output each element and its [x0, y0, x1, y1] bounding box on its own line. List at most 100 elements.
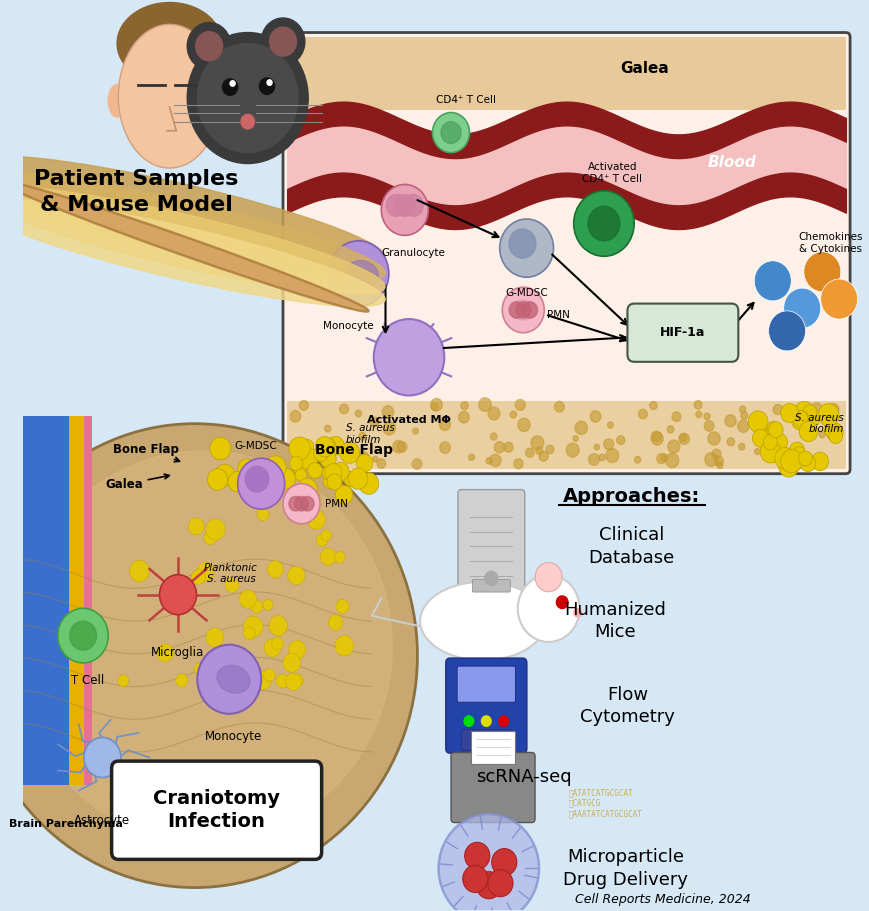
Circle shape [818, 431, 825, 438]
Circle shape [382, 422, 395, 435]
Circle shape [573, 190, 634, 256]
Circle shape [215, 465, 235, 486]
Circle shape [826, 404, 838, 415]
Circle shape [799, 422, 817, 442]
Text: Activated MΦ: Activated MΦ [367, 415, 450, 425]
Circle shape [188, 517, 204, 535]
Circle shape [461, 402, 468, 410]
Circle shape [747, 411, 767, 433]
Text: T Cell: T Cell [70, 674, 103, 687]
Circle shape [262, 599, 273, 610]
Circle shape [824, 424, 837, 437]
Circle shape [255, 671, 271, 690]
Circle shape [667, 425, 673, 433]
Circle shape [770, 433, 786, 451]
Circle shape [275, 674, 289, 688]
Circle shape [299, 487, 320, 510]
Circle shape [289, 496, 302, 511]
Circle shape [307, 510, 325, 529]
Circle shape [191, 569, 205, 585]
Circle shape [767, 311, 805, 351]
Circle shape [237, 458, 284, 509]
Circle shape [285, 673, 301, 691]
Ellipse shape [118, 25, 221, 168]
Circle shape [798, 451, 812, 466]
Circle shape [817, 404, 838, 426]
Circle shape [243, 663, 261, 682]
Ellipse shape [0, 186, 385, 293]
Circle shape [402, 194, 423, 216]
Circle shape [203, 531, 216, 545]
Circle shape [245, 466, 269, 492]
Circle shape [603, 439, 613, 450]
Circle shape [740, 412, 747, 419]
FancyBboxPatch shape [111, 761, 322, 859]
Circle shape [819, 279, 857, 319]
Text: S. aureus
biofilm: S. aureus biofilm [346, 423, 395, 445]
Ellipse shape [212, 85, 230, 118]
Circle shape [587, 206, 620, 241]
Text: CD4⁺ T Cell: CD4⁺ T Cell [435, 96, 495, 106]
Circle shape [327, 474, 342, 490]
Circle shape [501, 287, 544, 333]
Circle shape [159, 575, 196, 615]
Circle shape [275, 468, 295, 489]
Circle shape [156, 644, 173, 661]
Circle shape [463, 716, 474, 726]
Circle shape [656, 454, 666, 464]
Circle shape [703, 413, 709, 420]
Circle shape [197, 44, 298, 153]
Circle shape [264, 639, 281, 657]
Text: Brain Parenchyma: Brain Parenchyma [10, 819, 123, 829]
Circle shape [766, 439, 786, 461]
Circle shape [792, 411, 807, 427]
Ellipse shape [0, 199, 385, 306]
Circle shape [693, 401, 701, 409]
Ellipse shape [216, 665, 249, 693]
Text: Monocyte: Monocyte [204, 731, 262, 743]
Circle shape [546, 445, 554, 454]
Circle shape [811, 452, 827, 471]
Circle shape [484, 571, 497, 586]
Circle shape [334, 551, 345, 563]
Circle shape [320, 548, 335, 566]
Circle shape [261, 18, 304, 66]
Circle shape [713, 456, 722, 466]
Circle shape [295, 496, 308, 511]
Text: G-MDSC: G-MDSC [505, 288, 547, 298]
FancyBboxPatch shape [282, 33, 849, 474]
Circle shape [298, 448, 317, 469]
Circle shape [795, 410, 805, 420]
Circle shape [791, 410, 809, 430]
Circle shape [359, 433, 365, 440]
FancyBboxPatch shape [23, 416, 69, 784]
Circle shape [724, 415, 735, 427]
Circle shape [263, 669, 275, 681]
Circle shape [679, 434, 688, 445]
FancyBboxPatch shape [450, 752, 534, 823]
Circle shape [515, 302, 530, 318]
Circle shape [315, 534, 327, 547]
Circle shape [616, 435, 624, 445]
Circle shape [381, 184, 428, 235]
FancyBboxPatch shape [627, 303, 738, 362]
Circle shape [296, 499, 309, 513]
Circle shape [258, 462, 279, 485]
Circle shape [779, 404, 798, 423]
Text: ​ATATCATGCGCAT
​CATGCG
​AAATATCATGCGCAT: ​ATATCATGCGCAT ​CATGCG ​AAATATCATGCGCAT [568, 788, 642, 818]
Circle shape [268, 466, 289, 489]
Circle shape [486, 457, 492, 464]
Circle shape [464, 843, 489, 869]
Text: G-MDSC: G-MDSC [235, 441, 277, 451]
Circle shape [764, 426, 776, 440]
Circle shape [566, 443, 579, 457]
Circle shape [376, 459, 385, 468]
Circle shape [324, 464, 342, 482]
Circle shape [430, 398, 441, 411]
Circle shape [298, 455, 309, 466]
Circle shape [667, 440, 679, 453]
Text: Craniotomy
Infection: Craniotomy Infection [153, 789, 280, 832]
Text: PMN: PMN [325, 498, 348, 508]
Circle shape [321, 529, 331, 541]
Circle shape [209, 437, 230, 460]
